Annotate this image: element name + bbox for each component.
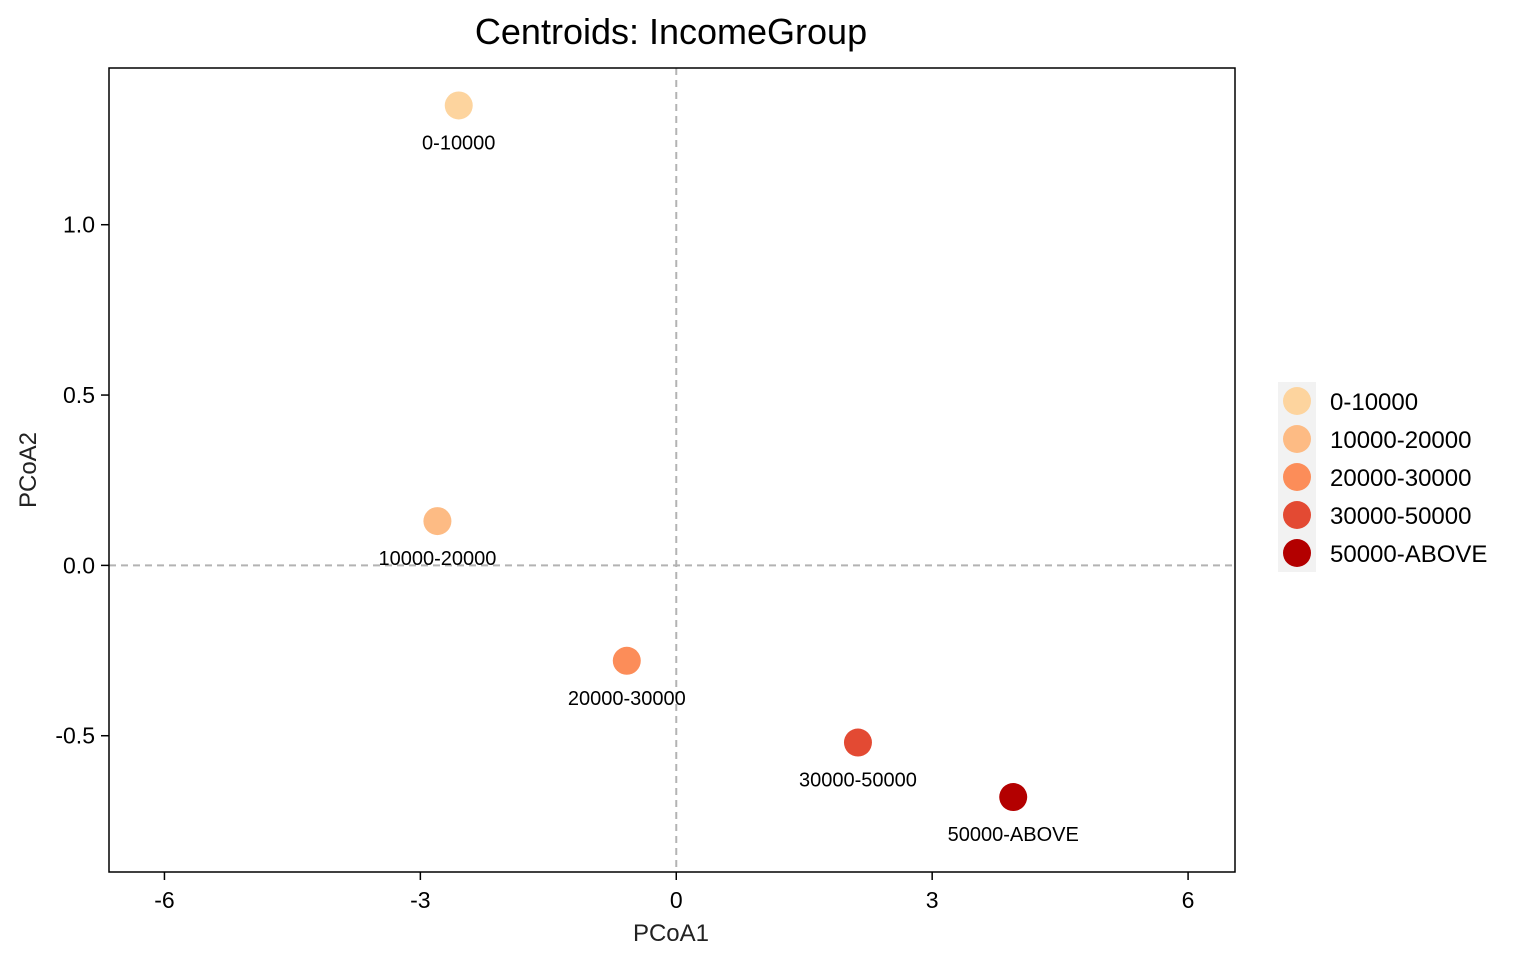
legend-label: 20000-30000: [1330, 465, 1471, 492]
legend: 0-10000 10000-20000 20000-30000 30000-50000…: [1278, 382, 1487, 572]
x-tick-label: 0: [670, 887, 683, 913]
data-point-label: 30000-50000: [799, 770, 917, 792]
x-axis-title: PCoA1: [633, 920, 709, 947]
legend-swatch: [1283, 463, 1311, 491]
legend-swatch: [1283, 387, 1311, 415]
chart-title: Centroids: IncomeGroup: [475, 11, 867, 52]
y-axis: -0.5 0.0 0.5 1.0: [55, 212, 109, 749]
data-point-label: 50000-ABOVE: [948, 824, 1079, 846]
reference-lines: [109, 68, 1235, 872]
x-tick-label: -6: [154, 887, 174, 913]
plot-panel: [109, 68, 1235, 872]
data-point-label: 10000-20000: [378, 548, 496, 570]
plot-border: [108, 67, 1236, 873]
data-point: [444, 91, 473, 120]
legend-swatch: [1283, 539, 1311, 567]
y-tick-label: -0.5: [55, 723, 95, 749]
data-point: [843, 728, 872, 757]
point-labels-layer: 0-10000 10000-20000 20000-30000 30000-50000…: [378, 132, 1078, 846]
data-point: [999, 783, 1028, 812]
points-layer: [423, 91, 1028, 812]
x-axis: -6 -3 0 3 6: [154, 872, 1194, 913]
data-point: [612, 646, 641, 675]
data-point: [423, 507, 452, 536]
data-point-label: 0-10000: [422, 132, 495, 154]
data-point-label: 20000-30000: [568, 688, 686, 710]
x-tick-label: 6: [1182, 887, 1195, 913]
x-tick-label: -3: [410, 887, 430, 913]
legend-swatch: [1283, 501, 1311, 529]
legend-label: 10000-20000: [1330, 427, 1471, 454]
legend-label: 0-10000: [1330, 389, 1418, 416]
x-tick-label: 3: [926, 887, 939, 913]
y-axis-title: PCoA2: [15, 432, 42, 508]
legend-swatch: [1283, 425, 1311, 453]
legend-label: 30000-50000: [1330, 503, 1471, 530]
y-tick-label: 0.5: [63, 382, 95, 408]
y-tick-label: 0.0: [63, 552, 95, 578]
y-tick-label: 1.0: [63, 212, 95, 238]
legend-label: 50000-ABOVE: [1330, 541, 1487, 568]
